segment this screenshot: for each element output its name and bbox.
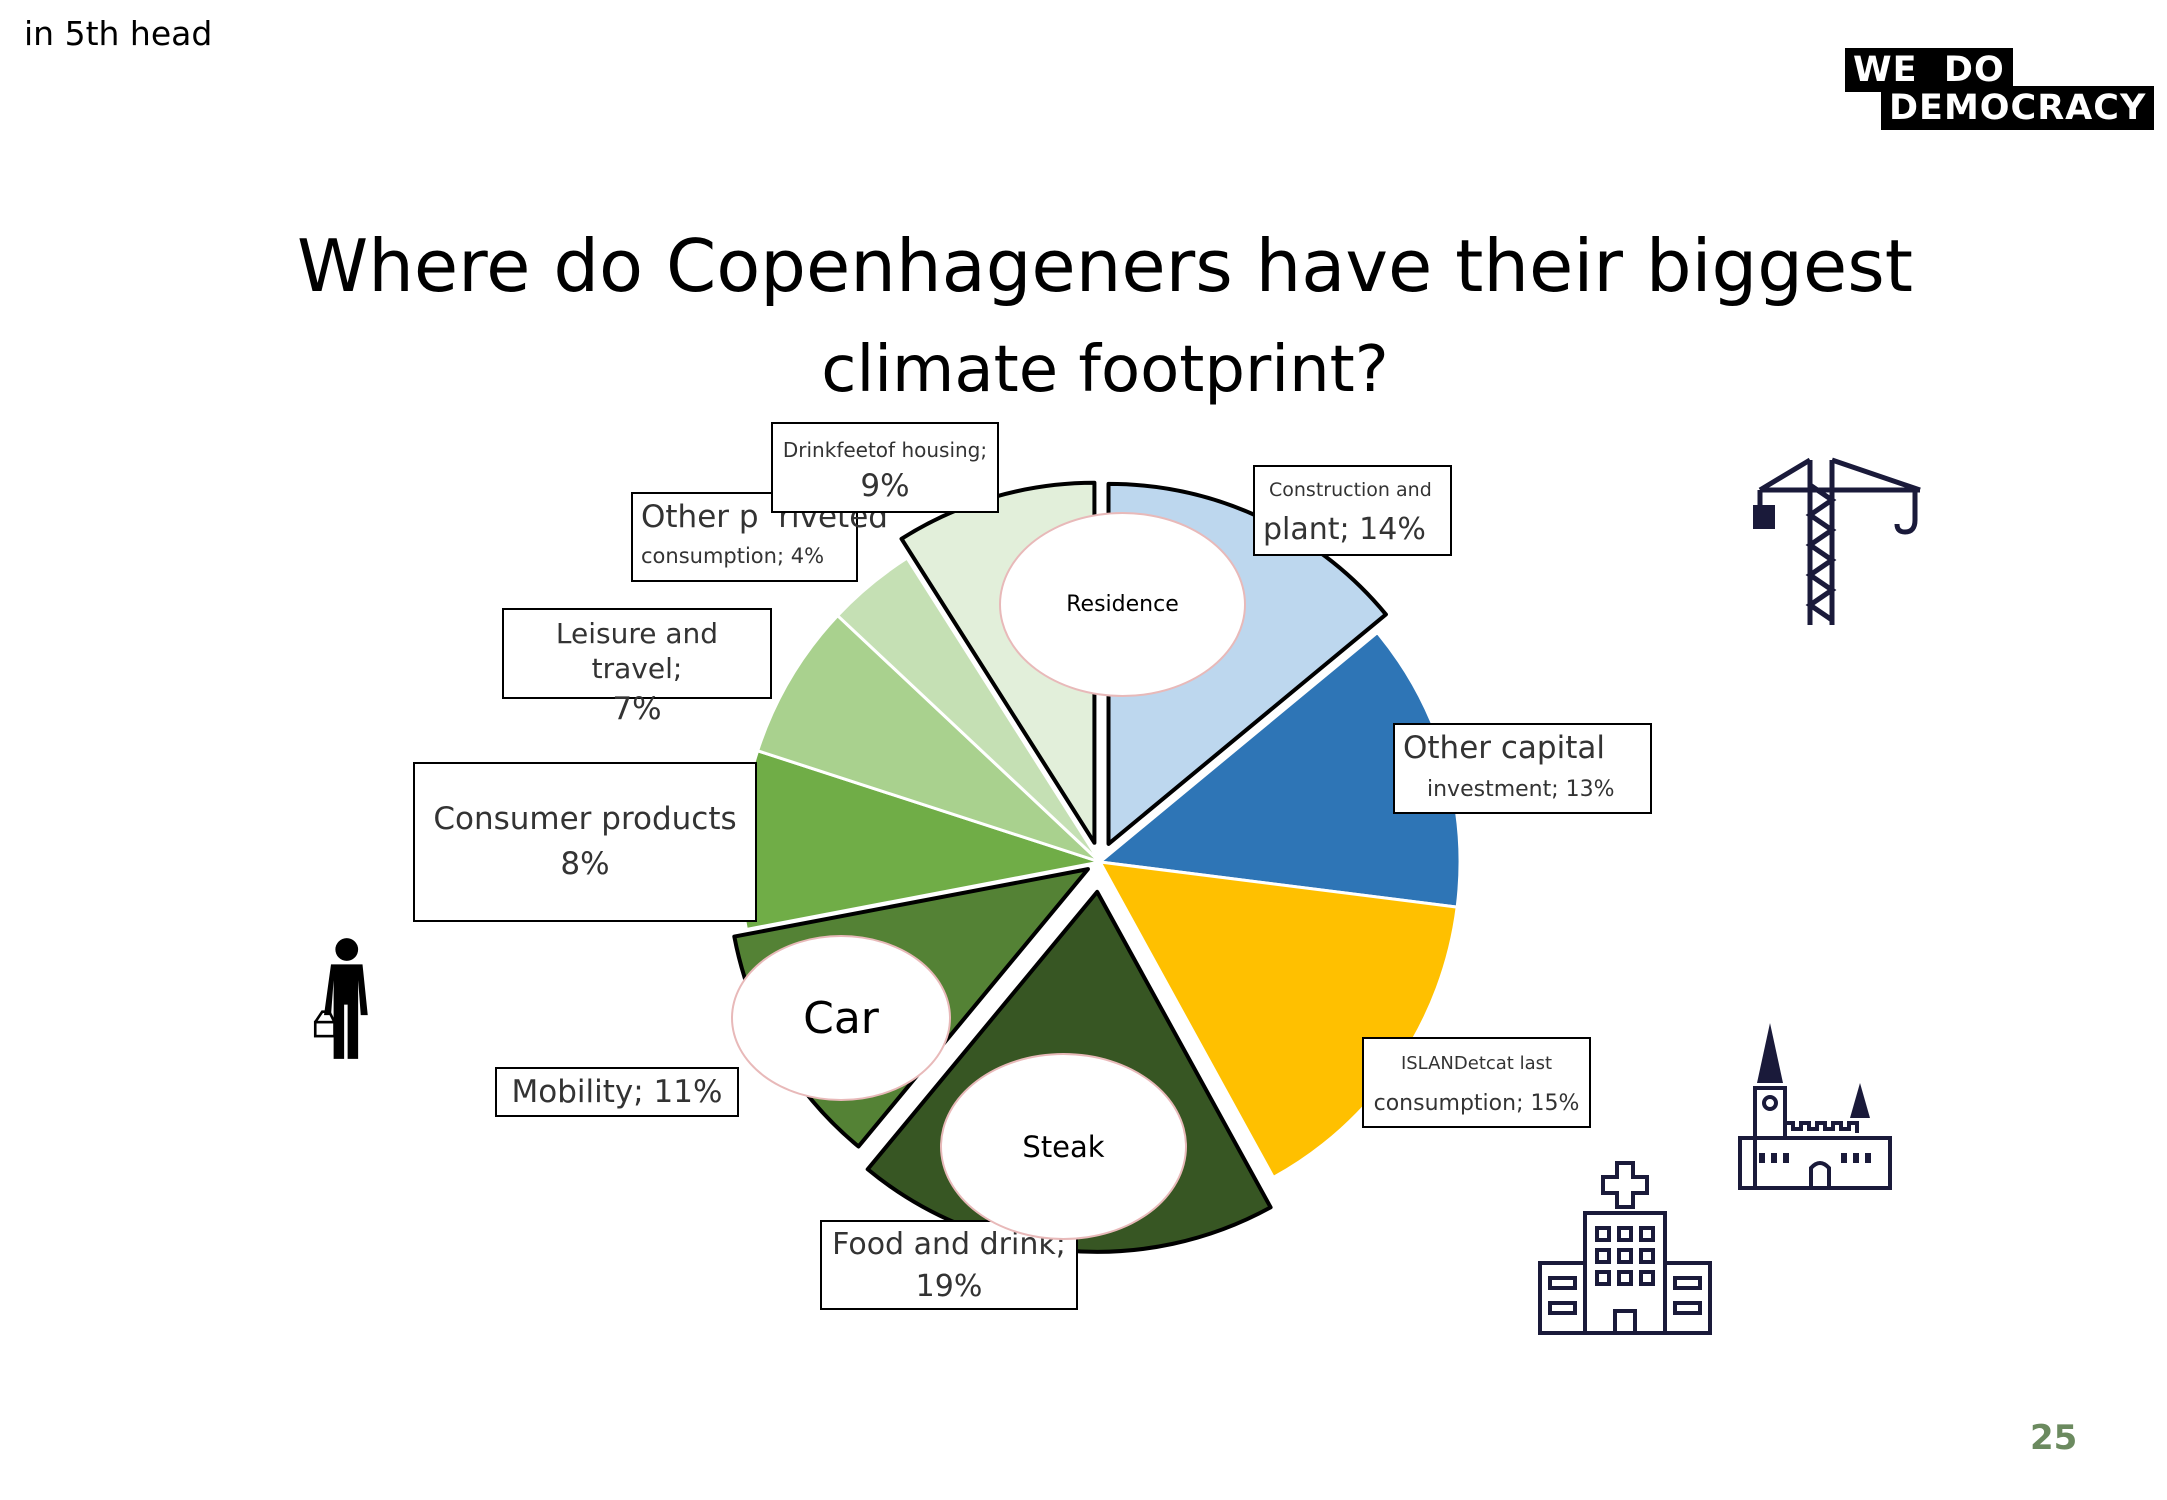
label-last-consumption-bottom: consumption; 15% bbox=[1373, 1090, 1580, 1116]
logo-line-1: WE DO bbox=[1845, 48, 2013, 92]
label-consumer-products-top: Consumer products bbox=[433, 801, 737, 837]
we-do-democracy-logo: WE DO DEMOCRACY bbox=[1845, 48, 2155, 133]
label-leisure-travel: Leisure and travel; 7% bbox=[502, 608, 772, 727]
label-construction-plant-bottom: plant; 14% bbox=[1263, 511, 1426, 547]
annotation-residence: Residence bbox=[999, 512, 1246, 697]
pie-slice-other-p-riveted-consumption bbox=[836, 556, 1102, 864]
label-construction-plant: Construction and plant; 14% bbox=[1253, 465, 1452, 556]
church-icon bbox=[1738, 1023, 1892, 1190]
label-leisure-travel-bottom: 7% bbox=[612, 691, 662, 727]
header-note: in 5th head bbox=[24, 14, 213, 53]
label-other-capital-bottom: investment; 13% bbox=[1427, 776, 1615, 802]
annotation-steak: Steak bbox=[940, 1053, 1187, 1240]
label-mobility-text: Mobility; 11% bbox=[511, 1074, 723, 1110]
pie-slice-leisure-and-travel bbox=[756, 614, 1102, 864]
page-number: 25 bbox=[2030, 1418, 2078, 1458]
label-construction-plant-top: Construction and bbox=[1269, 479, 1432, 501]
crane-icon bbox=[1753, 457, 1921, 625]
label-last-consumption-top: ISLANDetcat last bbox=[1400, 1053, 1553, 1074]
label-housing-top: Drinkfeetof housing; bbox=[782, 438, 988, 462]
label-mobility: Mobility; 11% bbox=[495, 1067, 739, 1117]
label-housing: Drinkfeetof housing; 9% bbox=[771, 422, 999, 513]
label-consumer-products-bottom: 8% bbox=[560, 845, 610, 882]
label-food-drink-bottom: 19% bbox=[915, 1268, 983, 1304]
label-housing-bottom: 9% bbox=[860, 468, 910, 504]
logo-line-2: DEMOCRACY bbox=[1881, 86, 2155, 130]
annotation-car: Car bbox=[731, 935, 951, 1101]
page-title: Where do Copenhageners have their bigges… bbox=[297, 224, 1913, 308]
label-last-consumption: ISLANDetcat last consumption; 15% bbox=[1362, 1037, 1591, 1128]
label-consumer-products: Consumer products 8% bbox=[413, 762, 757, 922]
label-other-private-bottom: consumption; 4% bbox=[641, 543, 825, 568]
hospital-icon bbox=[1538, 1161, 1712, 1335]
label-leisure-travel-top: Leisure and travel; bbox=[555, 617, 719, 685]
label-other-capital: Other capital investment; 13% bbox=[1393, 723, 1652, 814]
shopper-icon bbox=[313, 938, 368, 1059]
label-other-capital-top: Other capital bbox=[1403, 730, 1605, 766]
page-subtitle: climate footprint? bbox=[821, 333, 1389, 407]
